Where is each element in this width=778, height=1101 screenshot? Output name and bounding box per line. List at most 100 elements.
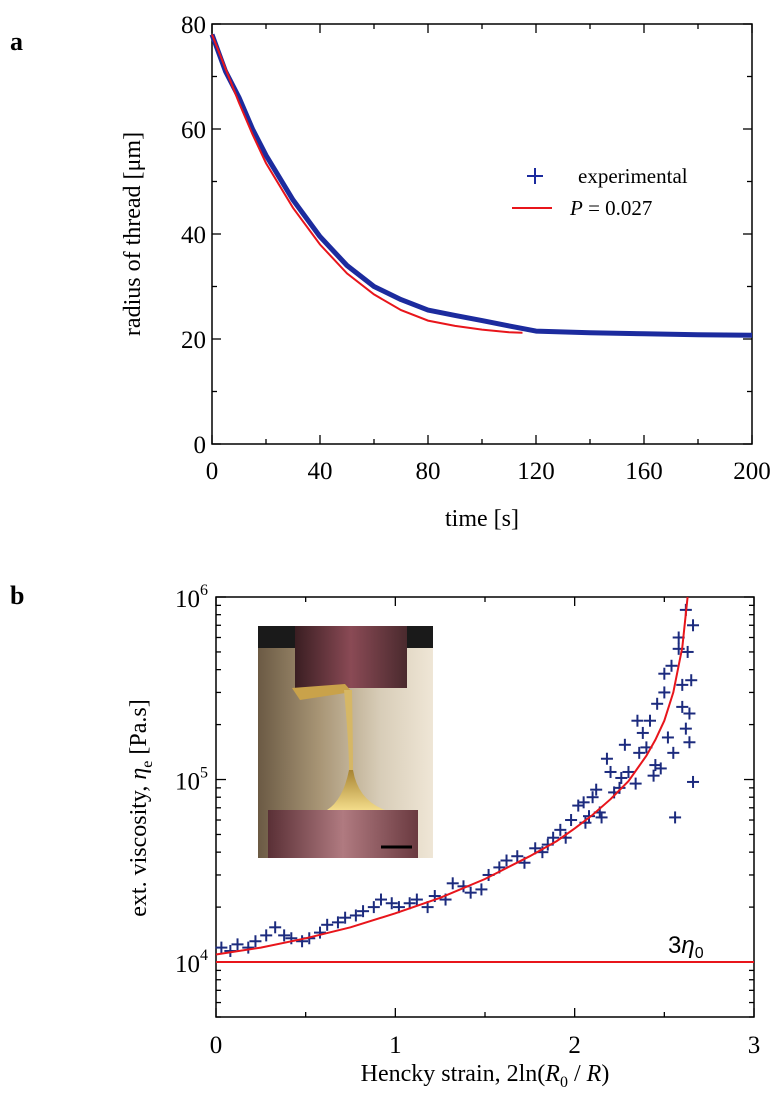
data-point	[622, 765, 635, 778]
data-point	[615, 771, 628, 784]
data-point	[654, 762, 667, 775]
chart-a-ytick-label: 0	[194, 432, 207, 459]
chart-a-ytick-label: 60	[181, 117, 206, 144]
chart-a-xtick-label: 160	[625, 458, 663, 485]
chart-b-ytick-label: 104	[175, 947, 208, 978]
chart-a-xtick-label: 80	[416, 458, 441, 485]
chart-a-ticks: 0 40 80 120 160 200 0 20 40 60 80	[181, 12, 771, 485]
data-point	[600, 752, 613, 765]
chart-b-xtick-label: 0	[210, 1032, 223, 1059]
panel-label-b: b	[10, 581, 24, 610]
data-point	[586, 791, 599, 804]
data-point	[583, 810, 596, 823]
data-point	[683, 736, 696, 749]
data-point	[349, 909, 362, 922]
data-point	[475, 883, 488, 896]
panel-label-a: a	[10, 27, 23, 56]
chart-a-frame	[211, 23, 753, 445]
legend-experimental-marker	[527, 168, 543, 184]
legend-experimental-label: experimental	[578, 164, 688, 188]
data-point	[658, 686, 671, 699]
data-point	[565, 814, 578, 827]
data-point	[215, 941, 228, 954]
data-point	[651, 697, 664, 710]
upper-drop	[292, 684, 352, 700]
lower-plate	[268, 810, 418, 858]
chart-a-xtick-label: 0	[206, 458, 219, 485]
data-point	[331, 916, 344, 929]
chart-b-xtick-label: 3	[748, 1032, 761, 1059]
data-point	[636, 726, 649, 739]
data-point	[321, 918, 334, 931]
chart-a-ylabel: radius of thread [μm]	[120, 132, 146, 336]
chart-a-ytick-label: 20	[181, 327, 206, 354]
fit-curve	[215, 596, 689, 956]
data-point	[604, 765, 617, 778]
data-point	[367, 901, 380, 914]
data-point	[500, 854, 513, 867]
data-point	[249, 935, 262, 948]
chart-b-xtick-label: 1	[389, 1032, 402, 1059]
data-point	[314, 926, 327, 939]
data-point	[661, 731, 674, 744]
data-point	[667, 746, 680, 759]
chart-b-xlabel: Hencky strain, 2ln(R0 / R)	[361, 1061, 610, 1091]
chart-a-xlabel: time [s]	[445, 506, 519, 532]
data-point	[679, 722, 692, 735]
data-point	[296, 935, 309, 948]
data-point	[278, 929, 291, 942]
data-point	[631, 714, 644, 727]
data-point	[687, 619, 700, 632]
data-point	[676, 700, 689, 713]
data-point	[665, 659, 678, 672]
data-point	[511, 850, 524, 863]
legend-fit-label: P = 0.027	[569, 196, 652, 220]
data-point	[446, 877, 459, 890]
data-point	[618, 738, 631, 751]
experimental-series	[209, 33, 753, 338]
data-point	[269, 921, 282, 934]
chart-a-xtick-label: 200	[733, 458, 771, 485]
data-point	[374, 893, 387, 906]
data-point	[547, 831, 560, 844]
chart-b-data	[215, 596, 754, 964]
chart-a-xtick-label: 120	[517, 458, 555, 485]
chart-b-xtick-label: 2	[568, 1032, 581, 1059]
data-point	[385, 897, 398, 910]
baseline-annotation: 3η0	[668, 932, 704, 962]
data-point	[683, 707, 696, 720]
data-point	[464, 886, 477, 899]
data-point	[676, 678, 689, 691]
data-point	[685, 674, 698, 687]
chart-a-data	[209, 33, 753, 338]
chart-b-ticks: 0 1 2 3 104 105 106	[175, 582, 760, 1059]
data-point	[647, 769, 660, 782]
data-point	[643, 714, 656, 727]
chart-b: 0 1 2 3 104 105 106	[126, 582, 760, 1091]
upper-plate	[295, 626, 407, 688]
inset-photo	[258, 626, 433, 858]
chart-a-ytick-label: 40	[181, 222, 206, 249]
data-point	[669, 811, 682, 824]
data-point	[629, 777, 642, 790]
chart-b-ytick-label: 106	[175, 582, 208, 613]
data-point	[260, 929, 273, 942]
data-point	[231, 938, 244, 951]
data-point	[242, 941, 255, 954]
chart-a-legend: experimental P = 0.027	[512, 164, 688, 220]
data-point	[410, 893, 423, 906]
data-point	[681, 645, 694, 658]
lower-drop	[327, 770, 385, 810]
data-point	[613, 781, 626, 794]
data-point	[357, 905, 370, 918]
data-point	[658, 667, 671, 680]
chart-a-ytick-label: 80	[181, 12, 206, 39]
chart-a-xtick-label: 40	[308, 458, 333, 485]
chart-b-ytick-label: 105	[175, 765, 208, 796]
data-point	[554, 823, 567, 836]
thread	[344, 690, 353, 770]
chart-b-ylabel: ext. viscosity, ηe [Pa.s]	[126, 699, 156, 916]
data-point	[577, 796, 590, 809]
fit-series	[211, 34, 523, 334]
